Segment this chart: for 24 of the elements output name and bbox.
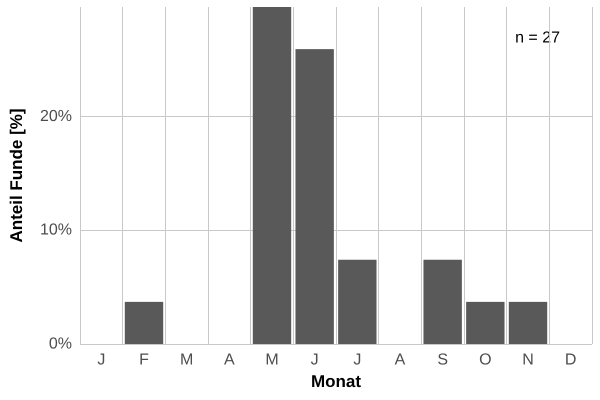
bar [508,302,548,344]
x-tick-label: O [479,352,492,368]
x-tick-label: A [224,352,235,368]
x-tick-label: M [265,352,279,368]
x-tick-label: A [394,352,406,368]
bar [466,302,505,344]
y-axis-title: Anteil Funde [%] [7,108,26,243]
y-tick-label: 20% [40,108,72,125]
x-axis-title: Monat [310,372,362,391]
x-tick-label: S [437,352,448,368]
x-tick-label: J [97,352,106,368]
x-tick-label: F [139,352,150,368]
y-tick-label: 0% [48,336,72,352]
bar [295,49,334,344]
x-tick-label: M [180,352,194,368]
x-tick-label: D [564,352,576,368]
bar [124,302,164,344]
bar [252,7,292,344]
x-tick-label: J [310,352,319,368]
bar [423,260,462,344]
bar [338,260,377,344]
y-tick-label: 10% [40,222,72,239]
x-tick-label: N [522,352,534,368]
x-tick-label: J [353,352,362,368]
